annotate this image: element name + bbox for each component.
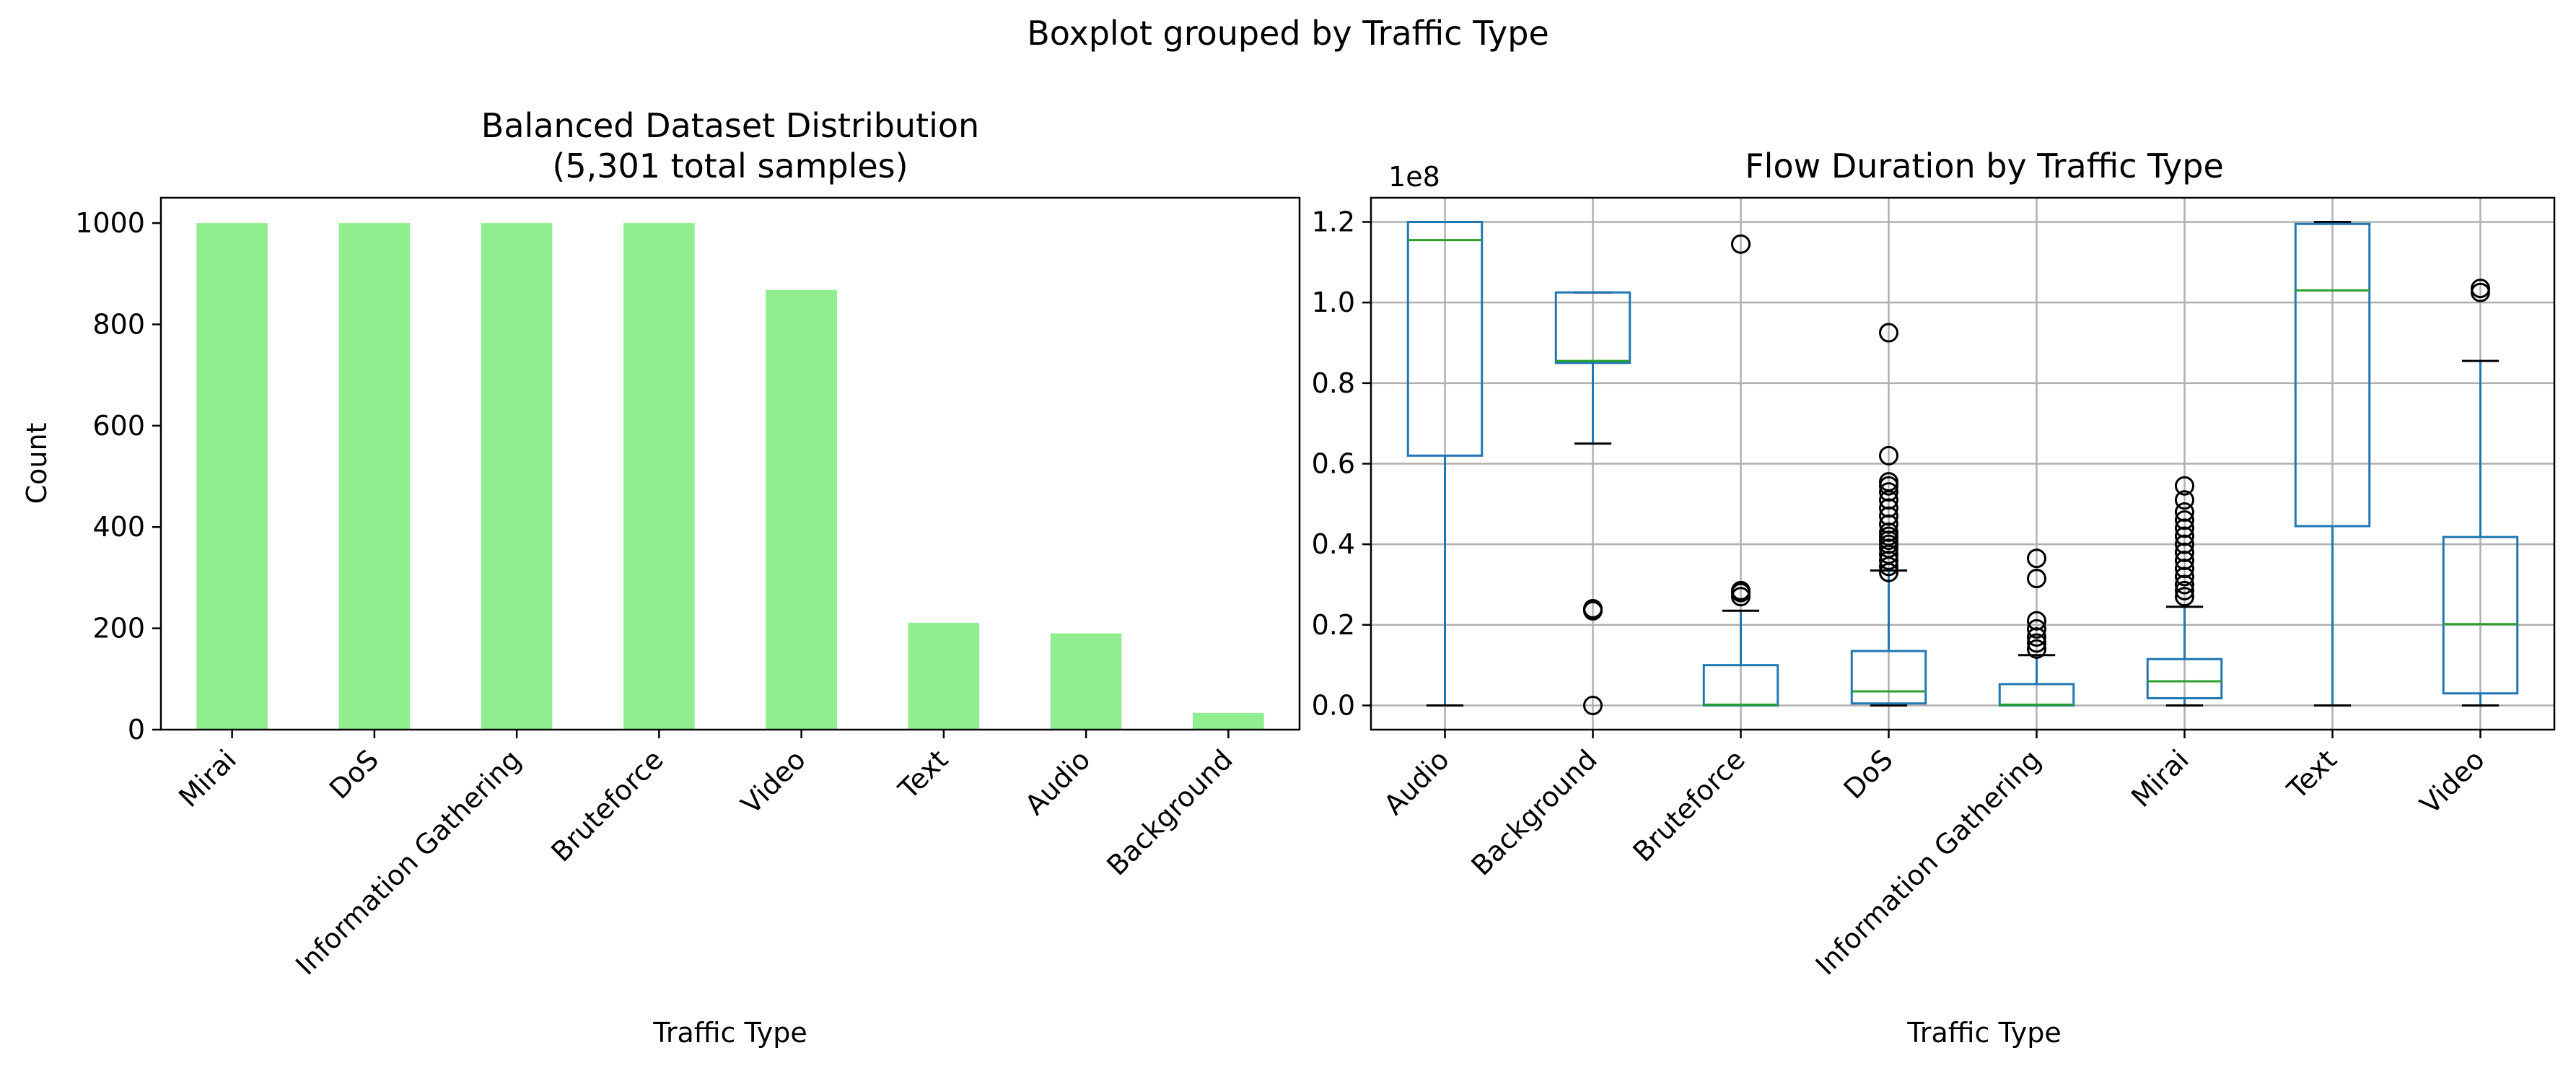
x-tick-label: DoS	[323, 743, 385, 805]
outlier-point	[1879, 498, 1898, 518]
outlier-point	[2175, 551, 2194, 570]
outlier-point	[1583, 696, 1603, 715]
outlier-point	[2175, 510, 2194, 530]
outlier-point	[1879, 445, 1898, 465]
x-tick-label: Bruteforce	[1627, 743, 1751, 867]
box	[2442, 536, 2519, 695]
y-tick-label: 0.6	[1312, 448, 1355, 480]
box-chart-axes: 0.0 0.2 0.4 0.6 0.8 1.0 1.2 Audio Background Brut…	[1312, 206, 2491, 982]
y-tick-label: 800	[92, 308, 145, 340]
outlier-point	[1879, 323, 1898, 343]
bar	[908, 622, 980, 730]
y-tick-label: 1000	[75, 207, 145, 239]
x-tick-label: Video	[2414, 743, 2490, 820]
outlier-point	[2027, 618, 2046, 639]
outlier-point	[2175, 490, 2194, 510]
outlier-point	[2175, 559, 2194, 579]
figure-suptitle: Boxplot grouped by Traffic Type	[1027, 14, 1549, 53]
bar-plot-frame	[159, 196, 1301, 731]
outlier-point	[2175, 542, 2194, 562]
outlier-point	[1879, 522, 1898, 542]
bar	[338, 223, 411, 730]
outlier-point	[2175, 574, 2194, 595]
x-tick-label: DoS	[1838, 743, 1899, 805]
bar	[766, 289, 837, 730]
box-chart-panel: Flow Duration by Traffic Type 0.00.20.40…	[1312, 147, 2556, 1049]
bar-chart-ylabel: Count	[21, 423, 53, 504]
x-tick-label: Text	[892, 743, 954, 805]
outlier-point	[2175, 476, 2194, 496]
box	[2146, 657, 2223, 699]
x-tick-label: Video	[735, 743, 812, 820]
bar-chart-title-line1: Balanced Dataset Distribution	[481, 106, 979, 145]
outlier-point	[1731, 580, 1751, 600]
outlier-point	[1879, 551, 1898, 570]
box	[1406, 221, 1484, 457]
box-plot-frame	[1370, 196, 2556, 731]
outlier-point	[2175, 534, 2194, 554]
outlier-point	[1583, 600, 1603, 621]
box-chart-grid	[1371, 198, 2554, 730]
y-tick-label: 0.0	[1312, 690, 1355, 722]
bar	[1050, 633, 1122, 730]
box-chart-title: Flow Duration by Traffic Type	[1745, 147, 2224, 185]
box-chart-offset-label: 1e8	[1388, 161, 1440, 193]
outlier-point	[2175, 567, 2194, 587]
y-tick-label: 1.0	[1312, 287, 1355, 318]
outlier-point	[2175, 587, 2194, 607]
x-tick-label: Information Gathering	[289, 743, 527, 981]
outlier-point	[2175, 526, 2194, 546]
x-tick-label: Audio	[1377, 743, 1455, 821]
outlier-point	[2027, 548, 2046, 569]
outlier-point	[2027, 627, 2046, 647]
outlier-point	[2175, 580, 2194, 600]
y-tick-label: 0	[128, 714, 145, 746]
y-tick-label: 600	[92, 410, 145, 442]
outlier-point	[2175, 518, 2194, 538]
outlier-point	[2175, 502, 2194, 522]
outlier-point	[2027, 639, 2046, 659]
x-tick-label: Bruteforce	[545, 743, 669, 867]
bar	[1193, 712, 1264, 730]
bar	[481, 223, 553, 730]
y-tick-label: 0.8	[1312, 367, 1355, 399]
bar-chart-xlabel: Traffic Type	[652, 1017, 807, 1049]
outlier-point	[2027, 569, 2046, 589]
bar-chart-panel: Balanced Dataset Distribution (5,301 tot…	[21, 106, 1301, 1049]
outlier-point	[1879, 514, 1898, 534]
x-tick-label: Mirai	[172, 743, 242, 813]
outlier-point	[1731, 234, 1751, 254]
box	[1554, 291, 1631, 364]
bar	[623, 223, 695, 730]
bar	[196, 223, 268, 730]
x-tick-label: Text	[2281, 743, 2343, 805]
y-tick-label: 0.2	[1312, 609, 1355, 641]
bar-chart-title-line2: (5,301 total samples)	[552, 147, 908, 185]
box	[1850, 650, 1927, 705]
box-series	[1406, 221, 2519, 715]
y-tick-label: 0.4	[1312, 528, 1355, 560]
x-tick-label: Background	[1100, 743, 1238, 881]
outlier-point	[2471, 279, 2490, 299]
outlier-point	[2027, 611, 2046, 631]
box-chart-xlabel: Traffic Type	[1906, 1017, 2062, 1049]
bar-series	[196, 223, 1264, 730]
x-tick-label: Audio	[1019, 743, 1096, 821]
x-tick-label: Background	[1465, 743, 1603, 881]
y-tick-label: 200	[92, 613, 145, 644]
x-tick-label: Mirai	[2125, 743, 2195, 813]
outlier-point	[1879, 472, 1898, 492]
y-tick-label: 400	[92, 511, 145, 543]
y-tick-label: 1.2	[1312, 206, 1355, 238]
box	[2294, 222, 2371, 528]
outlier-point	[1879, 506, 1898, 526]
outlier-point	[2027, 633, 2046, 653]
outlier-point	[1879, 482, 1898, 502]
